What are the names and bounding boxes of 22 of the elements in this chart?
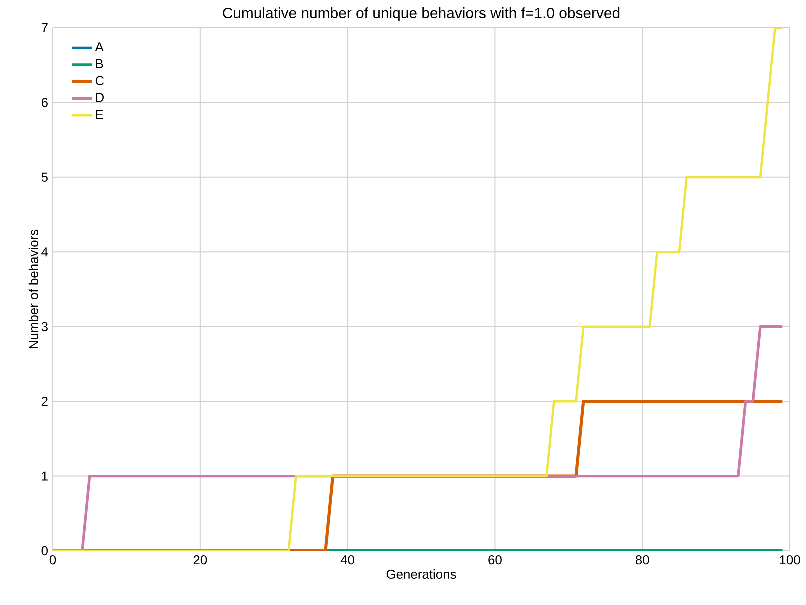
legend-label: D [96, 93, 104, 102]
y-tick-label: 5 [42, 172, 48, 182]
x-axis-title: Generations [386, 570, 456, 580]
y-tick-label: 6 [42, 98, 48, 108]
legend-label: E [96, 110, 104, 120]
y-axis-title: Number of behaviors [28, 230, 38, 349]
x-tick-label: 20 [194, 556, 208, 565]
x-tick-label: 60 [488, 556, 502, 565]
legend-label: C [96, 76, 104, 86]
y-tick-label: 4 [42, 248, 48, 257]
x-tick-label: 40 [340, 556, 355, 565]
x-tick-label: 100 [780, 556, 800, 565]
y-tick-label: 1 [42, 472, 48, 481]
chart-title: Cumulative number of unique behaviors with f=1.0 observed [223, 8, 620, 22]
y-tick-label: 7 [42, 24, 48, 32]
legend-label: A [95, 42, 104, 52]
y-tick-label: 2 [42, 397, 48, 406]
x-tick-label: 80 [636, 556, 650, 565]
y-tick-label: 0 [42, 546, 48, 556]
x-tick-label: 0 [50, 556, 56, 565]
y-tick-label: 3 [42, 322, 48, 332]
legend-label: B [96, 59, 104, 68]
